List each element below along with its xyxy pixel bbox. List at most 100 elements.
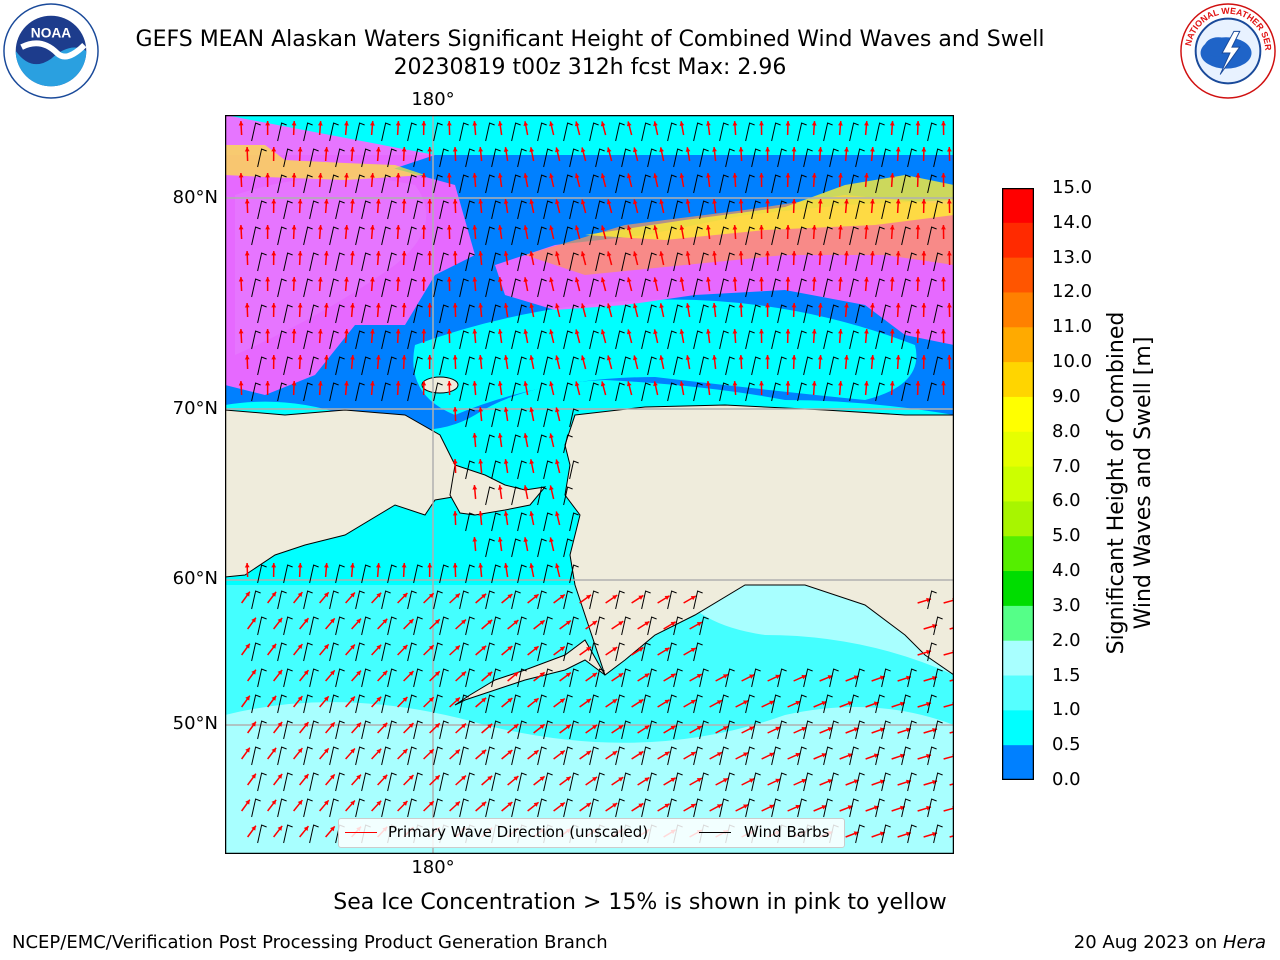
wind-barb bbox=[303, 590, 313, 610]
wave-arrowhead bbox=[323, 592, 329, 598]
wind-barb bbox=[563, 382, 573, 402]
wind-barb bbox=[439, 252, 449, 272]
wind-barb bbox=[745, 746, 755, 766]
wave-arrowhead bbox=[659, 355, 664, 361]
wind-barb bbox=[699, 200, 709, 220]
wave-arrowhead bbox=[271, 303, 277, 308]
wave-arrowhead bbox=[765, 355, 770, 360]
wind-barb bbox=[907, 824, 917, 844]
wind-barb bbox=[491, 304, 501, 324]
wind-barb bbox=[439, 564, 449, 584]
wind-barb bbox=[933, 148, 943, 168]
wave-arrowhead bbox=[370, 381, 375, 386]
wind-barb bbox=[621, 720, 631, 740]
wind-barb bbox=[777, 148, 787, 168]
wave-arrowhead bbox=[941, 225, 946, 230]
wave-arrowhead bbox=[297, 592, 303, 598]
wind-barb bbox=[907, 148, 917, 168]
wind-barb bbox=[543, 356, 553, 376]
wind-barb bbox=[771, 226, 781, 246]
wave-arrowhead bbox=[801, 726, 807, 732]
wave-arrowhead bbox=[481, 801, 487, 807]
wind-barb bbox=[641, 694, 651, 714]
wave-arrowhead bbox=[370, 277, 375, 282]
wave-arrowhead bbox=[503, 511, 509, 516]
wind-barb bbox=[777, 356, 787, 376]
wave-arrowhead bbox=[632, 251, 638, 257]
wave-arrowhead bbox=[478, 459, 484, 464]
wave-arrowhead bbox=[889, 381, 895, 386]
wave-arrowhead bbox=[670, 673, 676, 679]
wind-barb bbox=[699, 720, 709, 740]
wind-barb bbox=[595, 148, 605, 168]
wave-arrowhead bbox=[722, 674, 728, 679]
wind-barb bbox=[745, 174, 755, 194]
wave-arrowhead bbox=[291, 277, 297, 282]
wind-barb bbox=[517, 408, 527, 428]
wave-arrowhead bbox=[401, 355, 407, 360]
wave-arrowhead bbox=[706, 329, 711, 334]
wind-barb bbox=[907, 668, 917, 688]
wind-barb bbox=[413, 616, 423, 636]
wind-barb bbox=[543, 460, 553, 480]
wind-barb bbox=[771, 694, 781, 714]
wind-barb bbox=[491, 252, 501, 272]
wind-barb bbox=[745, 382, 755, 402]
wave-arrowhead bbox=[626, 121, 632, 127]
wind-barb bbox=[667, 694, 677, 714]
wave-arrowhead bbox=[759, 225, 764, 230]
wind-barb bbox=[355, 122, 365, 142]
wind-barb bbox=[335, 668, 345, 688]
wave-arrowhead bbox=[238, 277, 244, 282]
wave-arrowhead bbox=[785, 121, 791, 126]
wave-arrowhead bbox=[303, 722, 309, 728]
wave-arrowhead bbox=[428, 593, 434, 599]
wave-arrowhead bbox=[472, 485, 478, 490]
wave-arrowhead bbox=[632, 199, 638, 205]
wind-barb bbox=[355, 278, 365, 298]
wave-arrowhead bbox=[297, 303, 303, 308]
wave-arrowhead bbox=[580, 303, 586, 309]
wind-barb bbox=[537, 642, 547, 662]
wind-barb bbox=[517, 564, 527, 584]
wave-arrowhead bbox=[679, 329, 685, 334]
colorbar-tick-label: 11.0 bbox=[1052, 316, 1093, 338]
wave-arrowhead bbox=[549, 121, 554, 127]
wave-arrowhead bbox=[889, 277, 895, 282]
wave-arrowhead bbox=[915, 225, 921, 230]
wind-barb bbox=[803, 772, 813, 792]
wave-arrowhead bbox=[297, 644, 303, 650]
wave-arrowhead bbox=[446, 225, 452, 230]
wind-barb bbox=[797, 226, 807, 246]
wave-arrowhead bbox=[870, 199, 875, 204]
wind-barb bbox=[465, 252, 475, 272]
wind-barb bbox=[277, 382, 287, 402]
wind-barb bbox=[485, 642, 495, 662]
wave-arrowhead bbox=[244, 147, 250, 152]
wind-barb bbox=[439, 616, 449, 636]
chukotka-tip bbox=[449, 464, 547, 516]
wave-arrowhead bbox=[618, 725, 624, 730]
wind-barb bbox=[491, 720, 501, 740]
wind-barb bbox=[589, 694, 599, 714]
wave-arrowhead bbox=[503, 199, 509, 204]
wave-arrowhead bbox=[732, 381, 738, 386]
wave-arrowhead bbox=[811, 173, 817, 178]
wave-arrowhead bbox=[452, 563, 458, 568]
wave-arrowhead bbox=[941, 173, 946, 178]
wave-arrowhead bbox=[427, 199, 433, 204]
nws-logo: NATIONAL WEATHER SERVICE bbox=[1178, 2, 1276, 99]
wind-barb bbox=[719, 382, 729, 402]
wind-barb bbox=[673, 772, 683, 792]
wave-arrowhead bbox=[638, 647, 644, 652]
wind-barb bbox=[745, 330, 755, 350]
wind-barb bbox=[823, 278, 833, 298]
wind-barb bbox=[901, 694, 911, 714]
wind-barb bbox=[725, 668, 735, 688]
wind-barb bbox=[309, 148, 319, 168]
wave-arrowhead bbox=[427, 251, 433, 256]
wind-barb bbox=[849, 278, 859, 298]
wind-barb bbox=[491, 200, 501, 220]
wave-arrowhead bbox=[600, 173, 606, 179]
wind-barb bbox=[537, 538, 547, 558]
